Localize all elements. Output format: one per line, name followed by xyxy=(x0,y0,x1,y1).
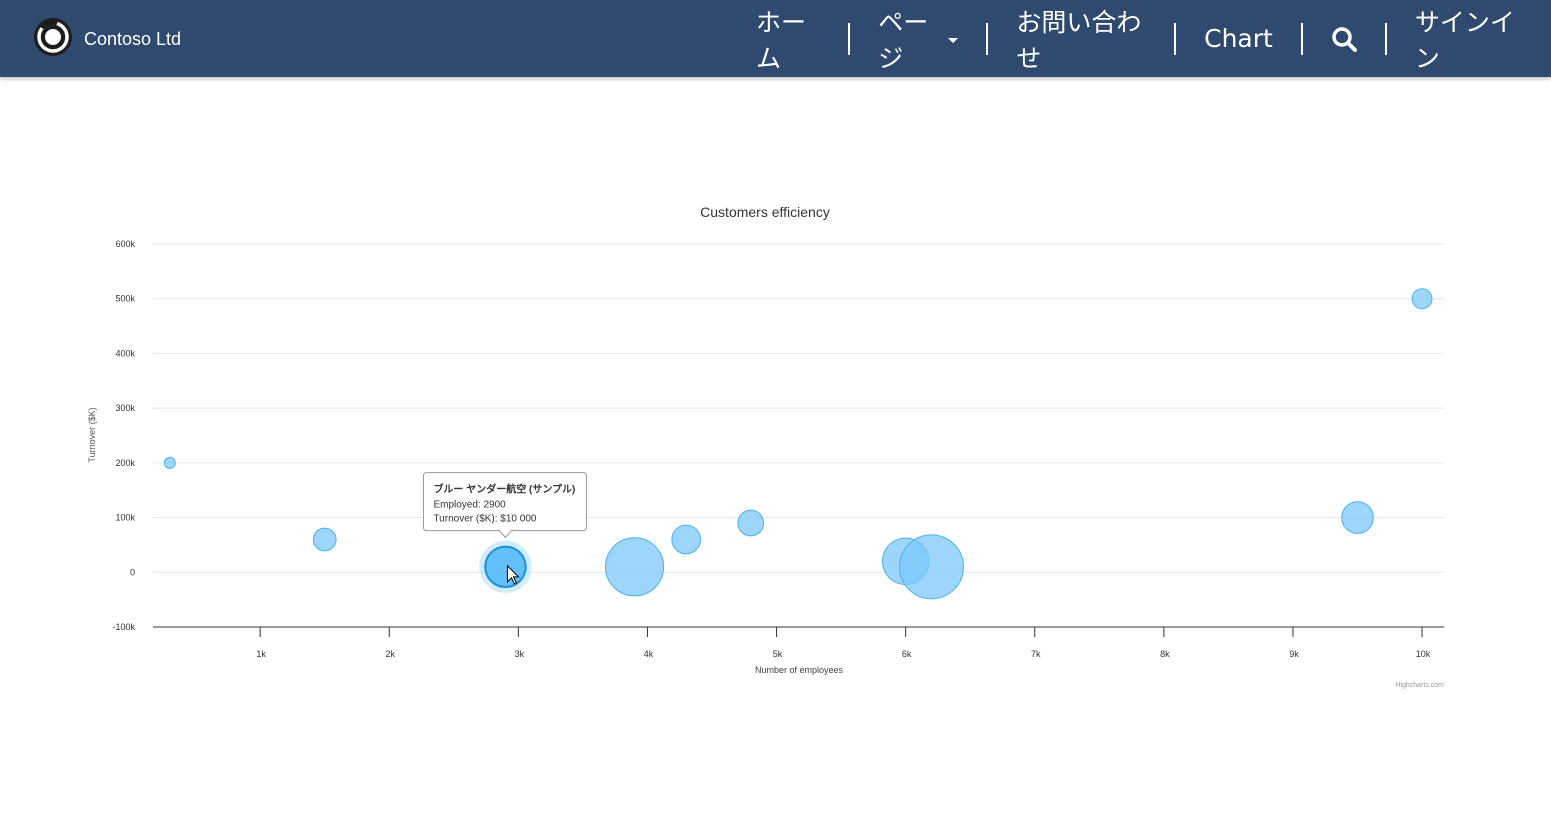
x-tick-label: 6k xyxy=(902,649,912,659)
nav-contact-label: お問い合わせ xyxy=(1016,7,1142,73)
x-axis-title: Number of employees xyxy=(755,665,844,675)
nav-contact[interactable]: お問い合わせ xyxy=(986,8,1174,73)
contoso-logo-icon xyxy=(34,18,72,56)
y-tick-label: 500k xyxy=(115,294,135,304)
y-axis-title: Turnover ($K) xyxy=(87,407,97,462)
nav-search[interactable] xyxy=(1300,22,1385,55)
x-tick-label: 4k xyxy=(644,649,654,659)
x-tick-label: 7k xyxy=(1031,649,1041,659)
bubble-point xyxy=(1411,288,1433,310)
nav-pages-dropdown[interactable]: ページ xyxy=(848,8,986,73)
caret-down-icon xyxy=(948,38,959,43)
x-tick-label: 2k xyxy=(385,649,395,659)
x-tick-label: 8k xyxy=(1160,649,1170,659)
brand-name: Contoso Ltd xyxy=(84,28,182,49)
y-tick-label: 600k xyxy=(115,239,135,249)
tooltip-title: ブルー ヤンダー航空 (サンプル) xyxy=(433,483,575,496)
y-tick-label: 200k xyxy=(115,458,135,468)
nav-home[interactable]: ホーム xyxy=(742,8,848,73)
bubble-point xyxy=(163,456,176,469)
bubble-point xyxy=(312,527,337,552)
tooltip-pointer xyxy=(498,529,513,539)
bubble-point xyxy=(898,534,964,600)
x-tick-label: 1k xyxy=(256,649,266,659)
search-icon xyxy=(1332,26,1357,52)
bubble-point xyxy=(737,509,765,537)
mouse-cursor-icon xyxy=(506,564,520,585)
x-tick-label: 10k xyxy=(1416,649,1431,659)
x-tick-label: 3k xyxy=(515,649,525,659)
nav-signin-label: サインイン xyxy=(1414,7,1515,73)
y-tick-label: 100k xyxy=(115,513,135,523)
bubble-point xyxy=(484,545,527,589)
navbar: Contoso Ltd ホーム ページ お問い合わせ Chart サインイン xyxy=(0,0,1551,77)
x-tick-label: 5k xyxy=(773,649,783,659)
y-tick-label: -100k xyxy=(112,622,135,632)
grid xyxy=(153,243,1444,573)
nav-signin[interactable]: サインイン xyxy=(1384,8,1551,73)
y-tick-label: 0 xyxy=(130,567,135,577)
x-tick-label: 9k xyxy=(1289,649,1299,659)
tooltip: ブルー ヤンダー航空 (サンプル) Employed: 2900 Turnove… xyxy=(422,472,587,539)
chart-title: Customers efficiency xyxy=(700,204,830,220)
nav-home-label: ホーム xyxy=(756,7,807,73)
bubble-point xyxy=(671,524,702,555)
nav-chart-label: Chart xyxy=(1204,24,1273,53)
bubble-point xyxy=(1341,501,1374,534)
nav-chart[interactable]: Chart xyxy=(1174,22,1301,55)
axes: -100k 0 100k 200k 300k 400k 500k 600k 1k 2k 3k 4k 5k… xyxy=(112,239,1444,659)
main-nav: ホーム ページ お問い合わせ Chart サインイン xyxy=(742,0,1551,77)
y-tick-label: 400k xyxy=(115,348,135,358)
bubbles xyxy=(163,288,1433,600)
credits-link[interactable]: Highcharts.com xyxy=(1395,682,1444,689)
tooltip-employed: Employed: 2900 xyxy=(433,500,506,511)
tooltip-turnover: Turnover ($K): $10 000 xyxy=(433,514,536,525)
nav-pages-label: ページ xyxy=(878,7,929,73)
bubble-point xyxy=(604,537,665,597)
brand[interactable]: Contoso Ltd xyxy=(33,17,181,57)
y-tick-label: 300k xyxy=(115,403,135,413)
